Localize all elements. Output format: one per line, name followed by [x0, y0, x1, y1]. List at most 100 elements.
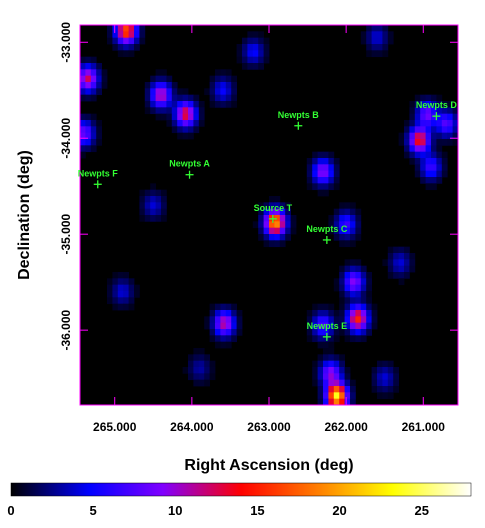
intensity-cell	[107, 297, 113, 305]
intensity-cell	[323, 151, 329, 159]
intensity-cell	[452, 139, 459, 146]
intensity-cell	[123, 297, 129, 305]
intensity-cell	[312, 310, 318, 317]
intensity-cell	[404, 151, 410, 159]
intensity-cell	[155, 101, 162, 108]
intensity-cell	[123, 50, 129, 58]
intensity-cell	[90, 88, 97, 96]
intensity-cell	[366, 44, 372, 51]
intensity-cell	[231, 329, 237, 336]
intensity-cell	[339, 215, 345, 222]
intensity-cell	[150, 183, 156, 191]
intensity-cell	[431, 132, 437, 140]
intensity-cell	[204, 322, 210, 330]
intensity-cell	[333, 170, 340, 178]
intensity-cell	[220, 101, 227, 108]
intensity-cell	[328, 354, 335, 362]
intensity-cell	[333, 215, 340, 222]
intensity-cell	[269, 221, 275, 229]
intensity-cell	[371, 50, 378, 58]
intensity-cell	[328, 367, 335, 374]
intensity-cell	[96, 88, 102, 96]
intensity-cell	[215, 101, 221, 108]
intensity-cell	[441, 120, 448, 127]
intensity-cell	[215, 69, 221, 77]
intensity-cell	[404, 132, 410, 140]
intensity-cell	[398, 253, 405, 260]
intensity-cell	[339, 227, 345, 235]
intensity-cell	[112, 25, 119, 32]
intensity-cell	[80, 56, 86, 64]
intensity-cell	[258, 31, 264, 39]
intensity-cell	[360, 284, 367, 292]
intensity-cell	[409, 120, 416, 127]
intensity-cell	[285, 215, 291, 222]
intensity-cell	[220, 69, 227, 77]
intensity-cell	[101, 69, 108, 77]
source-label: Newpts D	[416, 100, 458, 110]
intensity-cell	[377, 44, 383, 51]
intensity-cell	[117, 303, 124, 311]
intensity-cell	[404, 139, 410, 146]
intensity-cell	[312, 316, 318, 324]
intensity-cell	[258, 202, 264, 210]
intensity-cell	[393, 379, 399, 387]
intensity-cell	[225, 310, 232, 317]
intensity-cell	[90, 69, 97, 77]
intensity-cell	[371, 303, 378, 311]
intensity-cell	[263, 56, 270, 64]
intensity-cell	[398, 132, 405, 140]
colorbar-tick-label: 0	[7, 503, 14, 518]
intensity-cell	[231, 101, 237, 108]
intensity-cell	[350, 227, 356, 235]
intensity-cell	[80, 139, 86, 146]
intensity-cell	[274, 221, 281, 229]
intensity-cell	[350, 221, 356, 229]
intensity-cell	[279, 234, 286, 241]
intensity-cell	[333, 316, 340, 324]
intensity-cell	[96, 63, 102, 70]
intensity-cell	[123, 25, 129, 32]
intensity-cell	[425, 164, 432, 172]
colorbar-tick-label: 5	[90, 503, 97, 518]
intensity-cell	[414, 132, 421, 140]
intensity-cell	[339, 278, 345, 286]
intensity-cell	[360, 322, 367, 330]
intensity-cell	[252, 63, 259, 70]
intensity-cell	[344, 227, 351, 235]
intensity-cell	[258, 234, 264, 241]
intensity-cell	[447, 101, 453, 108]
intensity-cell	[198, 113, 205, 121]
intensity-cell	[387, 272, 394, 279]
intensity-cell	[387, 246, 394, 254]
intensity-cell	[290, 227, 297, 235]
intensity-cell	[387, 373, 394, 381]
intensity-cell	[150, 202, 156, 210]
intensity-cell	[414, 101, 421, 108]
source-marker: Newpts A	[169, 159, 210, 179]
intensity-cell	[117, 272, 124, 279]
intensity-cell	[404, 265, 410, 273]
intensity-cell	[425, 101, 432, 108]
intensity-cell	[85, 56, 92, 64]
intensity-cell	[171, 113, 178, 121]
source-label: Newpts E	[307, 321, 348, 331]
intensity-cell	[258, 215, 264, 222]
intensity-cell	[339, 386, 345, 393]
intensity-cell	[441, 113, 448, 121]
intensity-cell	[333, 335, 340, 343]
intensity-cell	[436, 139, 443, 146]
intensity-cell	[80, 63, 86, 70]
intensity-cell	[171, 107, 178, 115]
intensity-cell	[441, 107, 448, 115]
intensity-cell	[225, 341, 232, 349]
intensity-cell	[360, 278, 367, 286]
source-label: Newpts A	[169, 159, 210, 169]
intensity-cell	[274, 234, 281, 241]
intensity-cell	[344, 234, 351, 241]
intensity-cell	[409, 132, 416, 140]
intensity-cell	[387, 31, 394, 39]
intensity-cell	[414, 120, 421, 127]
intensity-cell	[161, 113, 167, 121]
intensity-cell	[360, 303, 367, 311]
